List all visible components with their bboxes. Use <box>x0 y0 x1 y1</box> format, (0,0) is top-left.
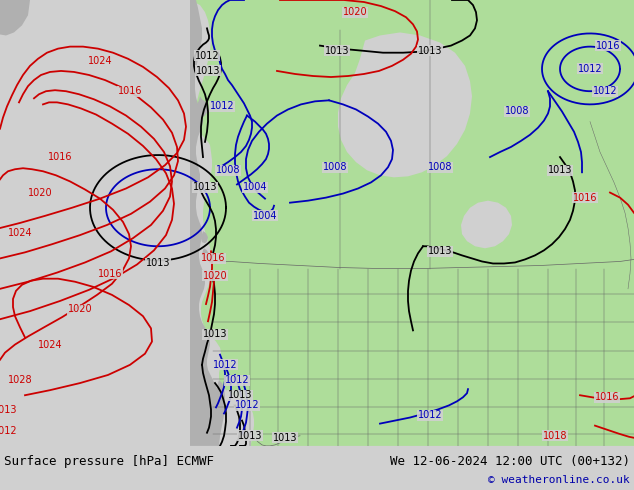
Text: 1013: 1013 <box>203 329 227 340</box>
Text: 1020: 1020 <box>343 7 367 17</box>
Text: 1013: 1013 <box>548 165 573 175</box>
Text: 1012: 1012 <box>418 411 443 420</box>
Polygon shape <box>196 96 208 119</box>
Text: 1004: 1004 <box>243 182 268 193</box>
Text: 1016: 1016 <box>48 152 72 162</box>
Text: 1020: 1020 <box>203 270 228 281</box>
Text: 1018: 1018 <box>543 431 567 441</box>
Text: 1008: 1008 <box>323 162 347 172</box>
Text: 1024: 1024 <box>8 228 32 238</box>
Text: 1012: 1012 <box>235 400 259 410</box>
Text: 1024: 1024 <box>87 56 112 66</box>
Text: 1013: 1013 <box>228 390 252 400</box>
Polygon shape <box>217 380 225 446</box>
Polygon shape <box>201 231 208 243</box>
Text: 1013: 1013 <box>146 259 171 269</box>
Text: 1012: 1012 <box>0 426 17 436</box>
Text: 1012: 1012 <box>578 64 602 74</box>
Text: Surface pressure [hPa] ECMWF: Surface pressure [hPa] ECMWF <box>4 455 214 468</box>
Text: 1016: 1016 <box>595 392 619 402</box>
Text: 1016: 1016 <box>596 41 620 50</box>
Text: 1020: 1020 <box>68 304 93 314</box>
Text: 1013: 1013 <box>238 431 262 441</box>
Text: 1028: 1028 <box>8 375 32 385</box>
Text: 1013: 1013 <box>0 405 17 416</box>
Text: 1004: 1004 <box>253 211 277 221</box>
Text: 1008: 1008 <box>428 162 452 172</box>
Text: 1013: 1013 <box>325 46 349 56</box>
Text: 1012: 1012 <box>210 101 235 111</box>
Text: 1012: 1012 <box>224 375 249 385</box>
Text: 1024: 1024 <box>37 340 62 349</box>
Text: 1008: 1008 <box>505 106 529 117</box>
Text: 1013: 1013 <box>273 433 297 443</box>
Text: 1012: 1012 <box>195 51 219 61</box>
Text: 1013: 1013 <box>193 182 217 193</box>
Text: 1016: 1016 <box>98 269 122 279</box>
Text: 1008: 1008 <box>216 165 240 175</box>
Polygon shape <box>190 0 634 446</box>
Polygon shape <box>190 0 222 446</box>
Polygon shape <box>0 0 30 35</box>
Text: 1012: 1012 <box>593 86 618 96</box>
Text: 1016: 1016 <box>201 253 225 264</box>
Text: 1020: 1020 <box>28 188 53 197</box>
Text: 1016: 1016 <box>118 86 142 96</box>
Polygon shape <box>202 248 209 261</box>
Text: We 12-06-2024 12:00 UTC (00+132): We 12-06-2024 12:00 UTC (00+132) <box>390 455 630 468</box>
Text: 1013: 1013 <box>196 66 220 76</box>
Polygon shape <box>461 201 512 248</box>
Text: 1016: 1016 <box>573 193 597 202</box>
Text: 1012: 1012 <box>212 360 237 370</box>
Polygon shape <box>338 32 472 177</box>
Text: © weatheronline.co.uk: © weatheronline.co.uk <box>488 475 630 485</box>
Text: 1013: 1013 <box>418 46 443 56</box>
Text: 1013: 1013 <box>428 246 452 256</box>
